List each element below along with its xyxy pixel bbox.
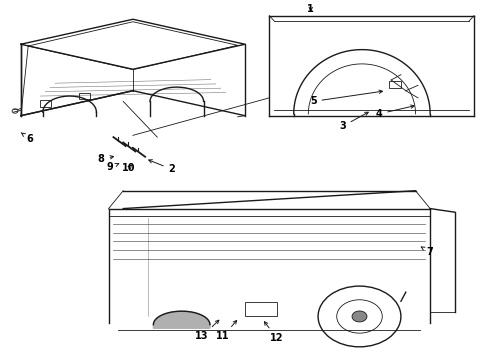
Text: 9: 9 [106,162,119,172]
Text: 1: 1 [307,4,314,14]
Text: 2: 2 [148,160,175,174]
Text: 12: 12 [265,322,283,343]
Circle shape [352,311,367,322]
Text: 3: 3 [339,112,368,131]
Text: 10: 10 [122,163,136,173]
Text: 4: 4 [376,105,414,119]
Bar [389,81,401,88]
Text: 6: 6 [21,133,33,144]
Bar [40,100,51,107]
Text: 7: 7 [421,247,434,257]
Bar [245,302,277,316]
Text: 13: 13 [196,320,219,342]
Text: 5: 5 [310,90,383,107]
Bar [79,93,90,99]
Text: 8: 8 [98,154,114,164]
Text: 11: 11 [216,320,237,342]
Polygon shape [153,311,210,328]
